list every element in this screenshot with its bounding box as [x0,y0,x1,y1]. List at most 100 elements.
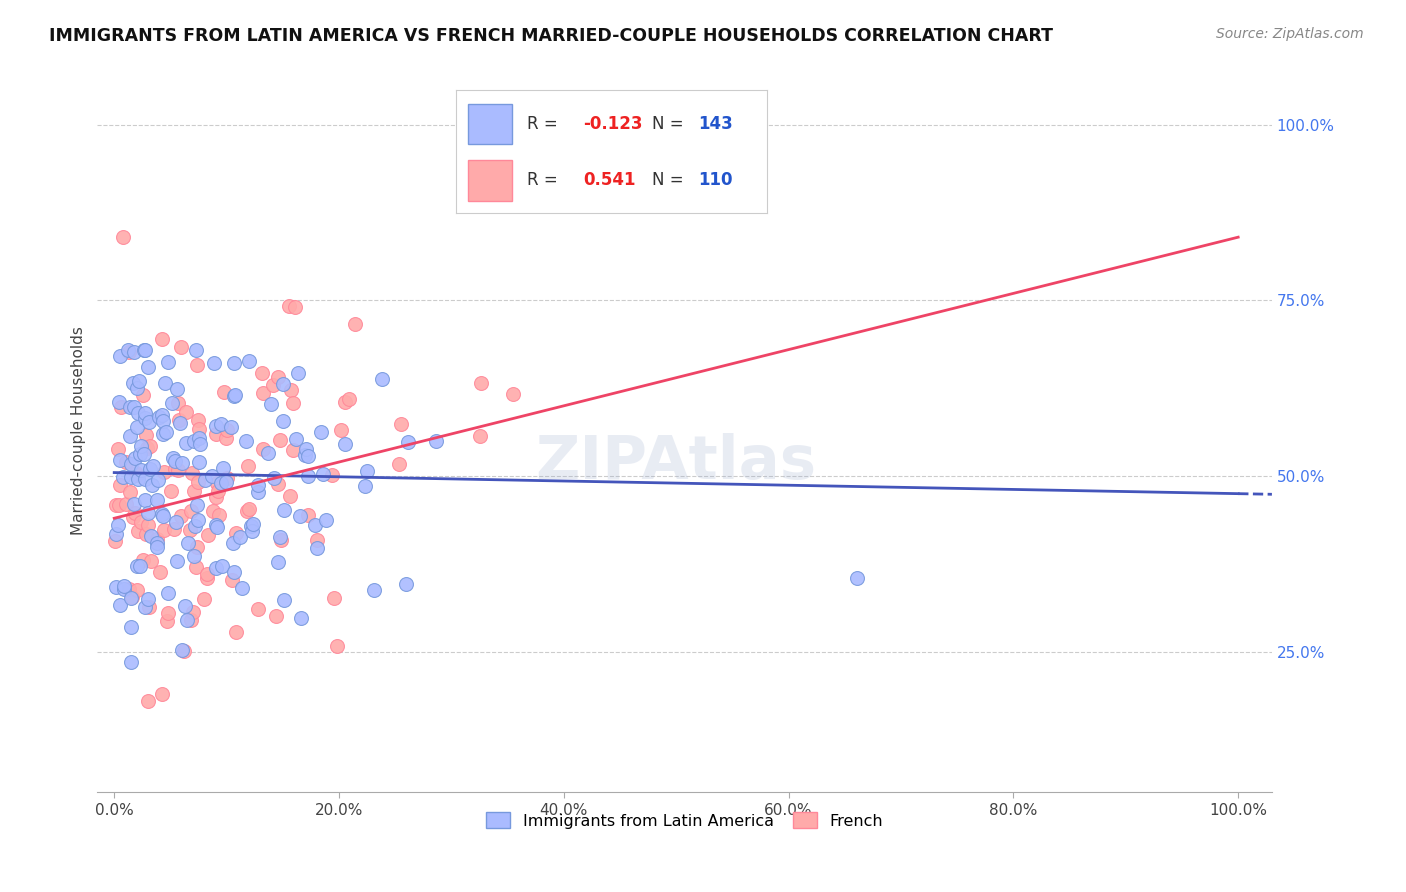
Text: ZIPAtlas: ZIPAtlas [536,433,817,491]
Point [238,502,260,516]
Point [150,687,173,701]
Point [297,469,319,483]
Point [225,526,247,541]
Point [214,384,236,399]
Point [315,513,337,527]
Point [120,655,142,669]
Point [150,332,173,346]
Point [150,408,173,422]
Legend: Immigrants from Latin America, French: Immigrants from Latin America, French [479,805,890,835]
Point [127,524,149,538]
Point [297,508,319,523]
Point [118,429,141,443]
Point [108,394,131,409]
Point [146,536,169,550]
Point [124,497,146,511]
Point [277,299,299,313]
Point [468,428,491,442]
Point [186,358,208,372]
Point [108,599,131,613]
Point [141,554,163,568]
Point [132,388,155,402]
Point [125,467,148,481]
Point [184,343,207,357]
Point [146,493,169,508]
Point [263,471,285,485]
Point [205,418,228,433]
Point [170,340,193,354]
Point [124,506,146,520]
Point [309,425,332,440]
Point [117,343,139,358]
Point [267,477,290,491]
Point [280,383,302,397]
Point [146,473,169,487]
Point [141,477,163,491]
Point [156,585,179,599]
Point [120,400,142,414]
Point [153,376,176,390]
Point [270,533,292,547]
Point [148,565,170,579]
Point [107,517,129,532]
Point [333,436,356,450]
Point [128,374,150,388]
Point [389,417,412,431]
Point [502,387,524,401]
Point [187,422,209,436]
Point [128,447,150,461]
Point [190,437,212,451]
Point [173,599,195,614]
Point [124,450,146,465]
Point [264,608,287,623]
Point [219,420,242,434]
Point [115,497,138,511]
Point [165,462,187,476]
Point [281,442,304,457]
Point [122,509,145,524]
Point [120,470,142,484]
Point [121,591,143,606]
Point [238,354,260,368]
Point [284,301,307,315]
Point [139,462,162,476]
Point [204,427,226,442]
Point [166,516,188,530]
Point [127,559,149,574]
Point [183,434,205,448]
Point [215,431,238,445]
Point [155,425,177,439]
Point [187,475,209,489]
Point [201,503,224,517]
Point [152,413,174,427]
Point [160,396,183,410]
Point [252,366,274,380]
Point [354,479,377,493]
Point [215,475,238,490]
Point [236,458,259,473]
Point [287,367,309,381]
Point [262,378,284,392]
Point [138,439,160,453]
Point [197,528,219,542]
Point [167,463,190,477]
Point [246,484,269,499]
Point [204,491,226,505]
Point [138,518,160,533]
Point [148,409,170,424]
Point [136,694,159,708]
Point [177,536,200,550]
Point [183,605,205,619]
Point [176,405,198,419]
Point [184,519,207,533]
Point [169,416,191,430]
Point [294,442,316,456]
Point [134,447,156,461]
Point [215,471,238,485]
Point [134,343,156,357]
Point [107,499,129,513]
Point [273,503,295,517]
Point [188,431,211,445]
Point [305,533,328,548]
Point [259,396,281,410]
